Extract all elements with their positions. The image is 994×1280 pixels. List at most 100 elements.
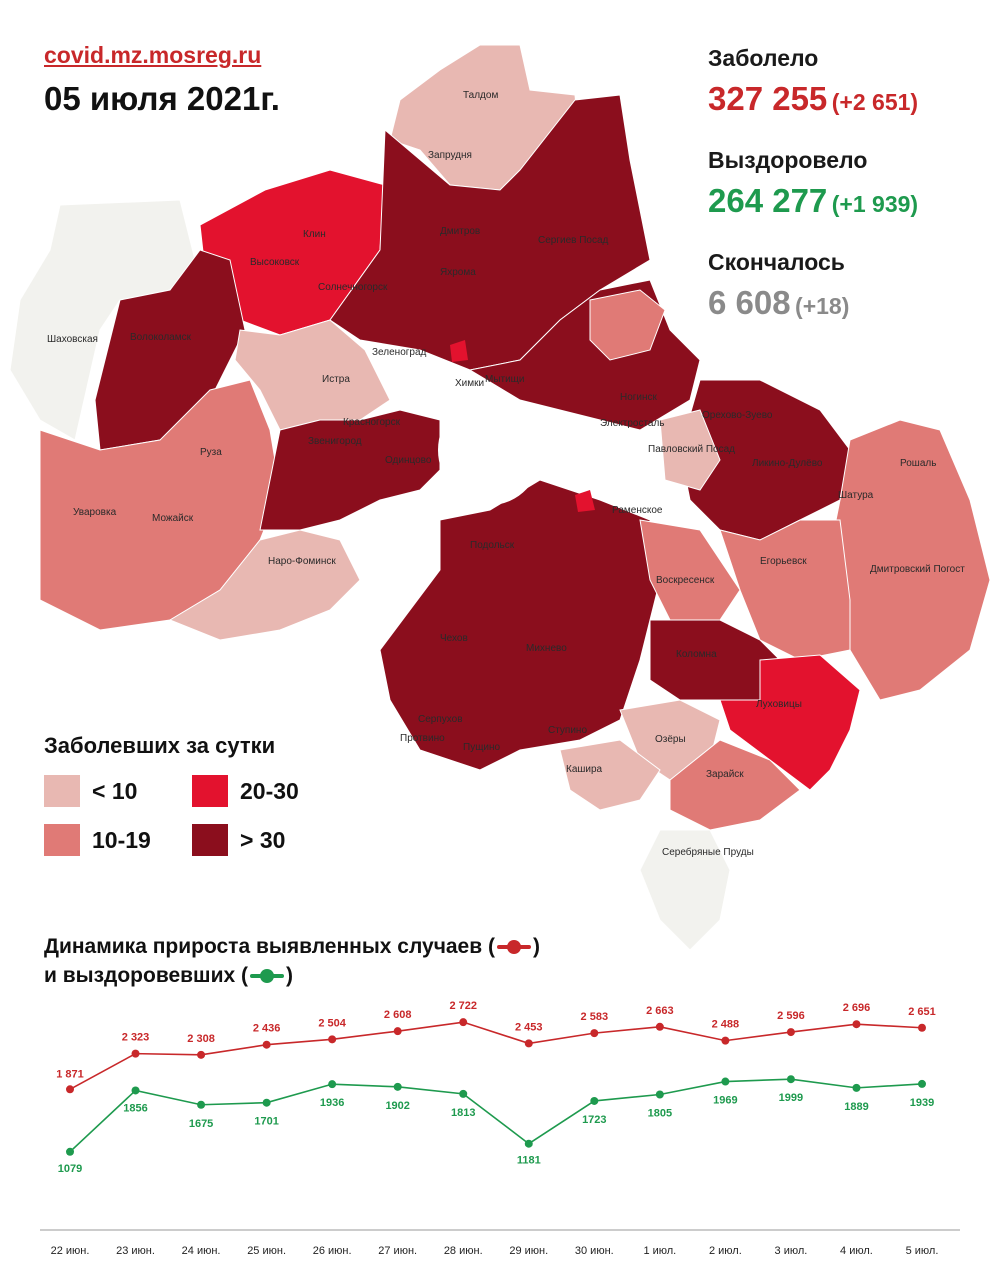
cases-value-label: 2 608: [384, 1009, 412, 1021]
x-tick-label: 26 июн.: [313, 1245, 352, 1257]
legend-item-20-30: 20-30: [192, 775, 299, 807]
recovered-point: [459, 1089, 468, 1098]
recovered-value-label: 1999: [779, 1092, 803, 1104]
recovered-value-label: 1889: [844, 1101, 868, 1113]
city-label: Зарайск: [706, 769, 744, 780]
recovered-series-line: [69, 1078, 923, 1153]
cases-series-line: [69, 1021, 923, 1090]
x-tick-label: 3 июл.: [775, 1245, 808, 1257]
recovered-point: [786, 1075, 795, 1084]
district-pavlovsky-posad: [659, 409, 721, 491]
district-noginsk-light: [589, 289, 666, 361]
x-tick-label: 23 июн.: [116, 1245, 155, 1257]
moscow-city: [438, 395, 542, 505]
city-label: Шатура: [838, 490, 874, 501]
cases-value-label: 2 308: [187, 1033, 215, 1045]
infected-value: 327 255: [708, 80, 828, 117]
city-label: Павловский Посад: [648, 444, 735, 455]
recovered-value-label: 1856: [123, 1102, 147, 1114]
cases-value-label: 1 871: [56, 1068, 84, 1080]
city-label: Звенигород: [308, 436, 362, 447]
city-label: Рошаль: [900, 458, 936, 469]
city-label: Высоковск: [250, 257, 300, 268]
cases-value-label: 2 488: [712, 1019, 740, 1031]
chart-title-paren: ): [532, 935, 540, 958]
recovered-value: 264 277: [708, 182, 828, 219]
recovered-value-label: 1079: [58, 1163, 82, 1175]
legend-item-10-19: 10-19: [44, 824, 151, 856]
x-tick-label: 4 июл.: [840, 1245, 873, 1257]
city-label: Сергиев Посад: [538, 235, 609, 246]
district-khimki-spot: [450, 340, 468, 362]
cases-value-label: 2 696: [843, 1002, 871, 1014]
recovered-value-label: 1939: [910, 1097, 934, 1109]
city-label: Луховицы: [756, 699, 802, 710]
cases-point: [590, 1029, 599, 1038]
site-link[interactable]: covid.mz.mosreg.ru: [44, 42, 262, 68]
recovered-value-label: 1723: [582, 1114, 606, 1126]
city-label: Мытищи: [485, 374, 525, 385]
city-label: Электросталь: [600, 418, 665, 429]
chart-title-text: Динамика прироста выявленных случаев (: [44, 935, 495, 958]
city-label: Воскресенск: [656, 575, 715, 586]
chart-title-text: и выздоровевших (: [44, 964, 248, 987]
district-ramenskoe-spot: [575, 490, 595, 512]
recovered-point: [524, 1139, 533, 1148]
cases-point: [393, 1027, 402, 1036]
x-tick-label: 27 июн.: [378, 1245, 417, 1257]
cases-value-label: 2 663: [646, 1005, 674, 1017]
recovered-point: [721, 1077, 730, 1086]
city-label: Кашира: [566, 764, 603, 775]
cases-point: [328, 1035, 337, 1044]
deaths-delta: (+18): [795, 293, 850, 319]
x-tick-label: 29 июн.: [509, 1245, 548, 1257]
recovered-point: [852, 1083, 861, 1092]
recovered-value-label: 1805: [648, 1107, 672, 1119]
city-label: Уваровка: [73, 507, 117, 518]
recovered-point: [197, 1100, 206, 1109]
legend-item-gt30: > 30: [192, 824, 285, 856]
deaths-value: 6 608: [708, 284, 791, 321]
city-label: Запрудня: [428, 150, 472, 161]
green-line-marker-icon: [249, 969, 284, 984]
x-tick-label: 24 июн.: [182, 1245, 221, 1257]
cases-value-label: 2 596: [777, 1010, 805, 1022]
legend-label: 20-30: [240, 777, 299, 804]
cases-value-label: 2 436: [253, 1023, 281, 1035]
legend-label: > 30: [240, 826, 286, 853]
district-lukhovitsy: [719, 654, 861, 791]
city-label: Пущино: [463, 742, 501, 753]
chart-layer: 22 июн. 23 июн. 24 июн. 25 июн. 26 июн. 27 ию…: [51, 1000, 939, 1257]
city-label: Протвино: [400, 733, 445, 744]
legend-label: 10-19: [92, 826, 151, 853]
recovered-point: [655, 1090, 664, 1099]
city-label: Наро-Фоминск: [268, 556, 336, 567]
cases-point: [262, 1040, 271, 1049]
x-tick-label: 22 июн.: [51, 1245, 90, 1257]
cases-point: [721, 1036, 730, 1045]
city-label: Солнечногорск: [318, 282, 388, 293]
recovered-point: [590, 1096, 599, 1105]
city-label: Зеленоград: [372, 347, 427, 358]
city-label: Раменское: [612, 505, 663, 516]
chart-title-line1: Динамика прироста выявленных случаев (): [44, 935, 540, 959]
cases-point: [918, 1023, 926, 1032]
deaths-block: 6 608 (+18): [708, 284, 849, 322]
legend-swatch: [192, 775, 228, 807]
city-label: Можайск: [152, 513, 194, 524]
city-label: Ступино: [548, 725, 587, 736]
city-label: Дмитровский Погост: [870, 564, 965, 575]
x-tick-label: 30 июн.: [575, 1245, 614, 1257]
cases-point: [131, 1049, 140, 1058]
chart-title-line2: и выздоровевших (): [44, 964, 293, 988]
district-shakhovskaya: [9, 199, 196, 441]
city-label: Михнево: [526, 643, 567, 654]
city-label: Талдом: [463, 90, 498, 101]
deaths-label: Скончалось: [708, 249, 845, 275]
cases-value-label: 2 722: [449, 1000, 477, 1012]
map-districts: [9, 44, 991, 951]
city-label: Коломна: [676, 649, 717, 660]
recovered-block: 264 277 (+1 939): [708, 182, 918, 220]
recovered-point: [131, 1086, 140, 1095]
cases-value-label: 2 651: [908, 1006, 936, 1018]
